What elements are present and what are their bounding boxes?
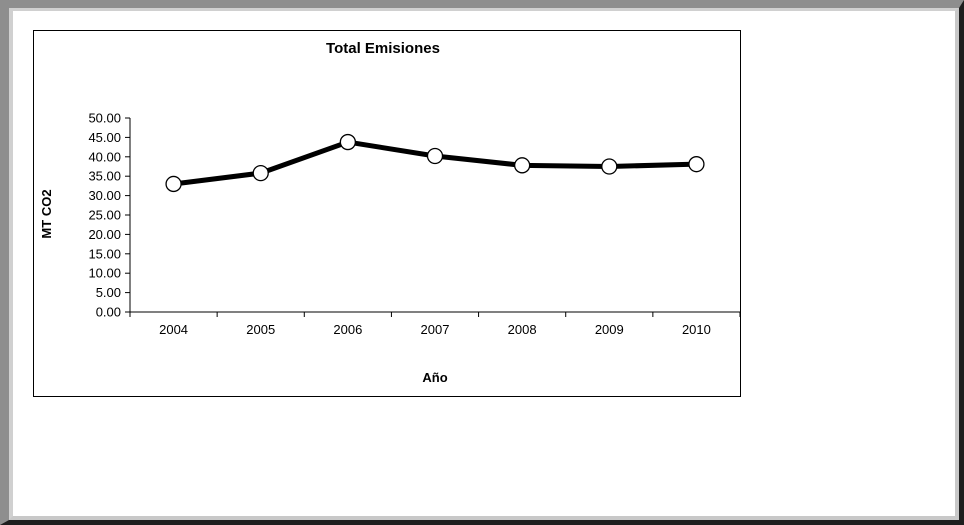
y-tick-label: 20.00 — [88, 227, 121, 242]
x-tick-label: 2010 — [682, 322, 711, 337]
x-tick-label: 2007 — [421, 322, 450, 337]
y-axis-label: MT CO2 — [39, 189, 54, 238]
data-point — [601, 158, 618, 175]
y-tick-label: 45.00 — [88, 130, 121, 145]
y-tick-label: 5.00 — [96, 285, 121, 300]
x-tick-label: 2004 — [159, 322, 188, 337]
x-axis-label: Año — [422, 370, 447, 385]
y-tick-label: 15.00 — [88, 246, 121, 261]
data-point — [339, 133, 357, 151]
y-tick-label: 0.00 — [96, 305, 121, 320]
y-tick-label: 25.00 — [88, 208, 121, 223]
y-tick-label: 30.00 — [88, 188, 121, 203]
data-point — [688, 156, 705, 173]
x-tick-label: 2005 — [246, 322, 275, 337]
data-point — [513, 157, 531, 174]
x-tick-label: 2006 — [333, 322, 362, 337]
y-tick-label: 10.00 — [88, 266, 121, 281]
y-tick-label: 50.00 — [88, 111, 121, 126]
x-tick-label: 2008 — [508, 322, 537, 337]
data-point — [252, 164, 269, 182]
x-axis: 2004 2005 2006 2007 2008 2009 2010 — [129, 311, 741, 337]
x-tick-label: 2009 — [595, 322, 624, 337]
data-point — [426, 147, 444, 165]
y-axis: 0.00 5.00 10.00 15.00 20.00 25.00 30.00 35.00 40… — [88, 111, 131, 320]
series-group — [165, 133, 705, 193]
chart-area — [33, 30, 741, 397]
data-point — [165, 175, 182, 193]
y-tick-label: 40.00 — [88, 149, 121, 164]
y-tick-label: 35.00 — [88, 169, 121, 184]
chart-title: Total Emisiones — [326, 40, 440, 57]
